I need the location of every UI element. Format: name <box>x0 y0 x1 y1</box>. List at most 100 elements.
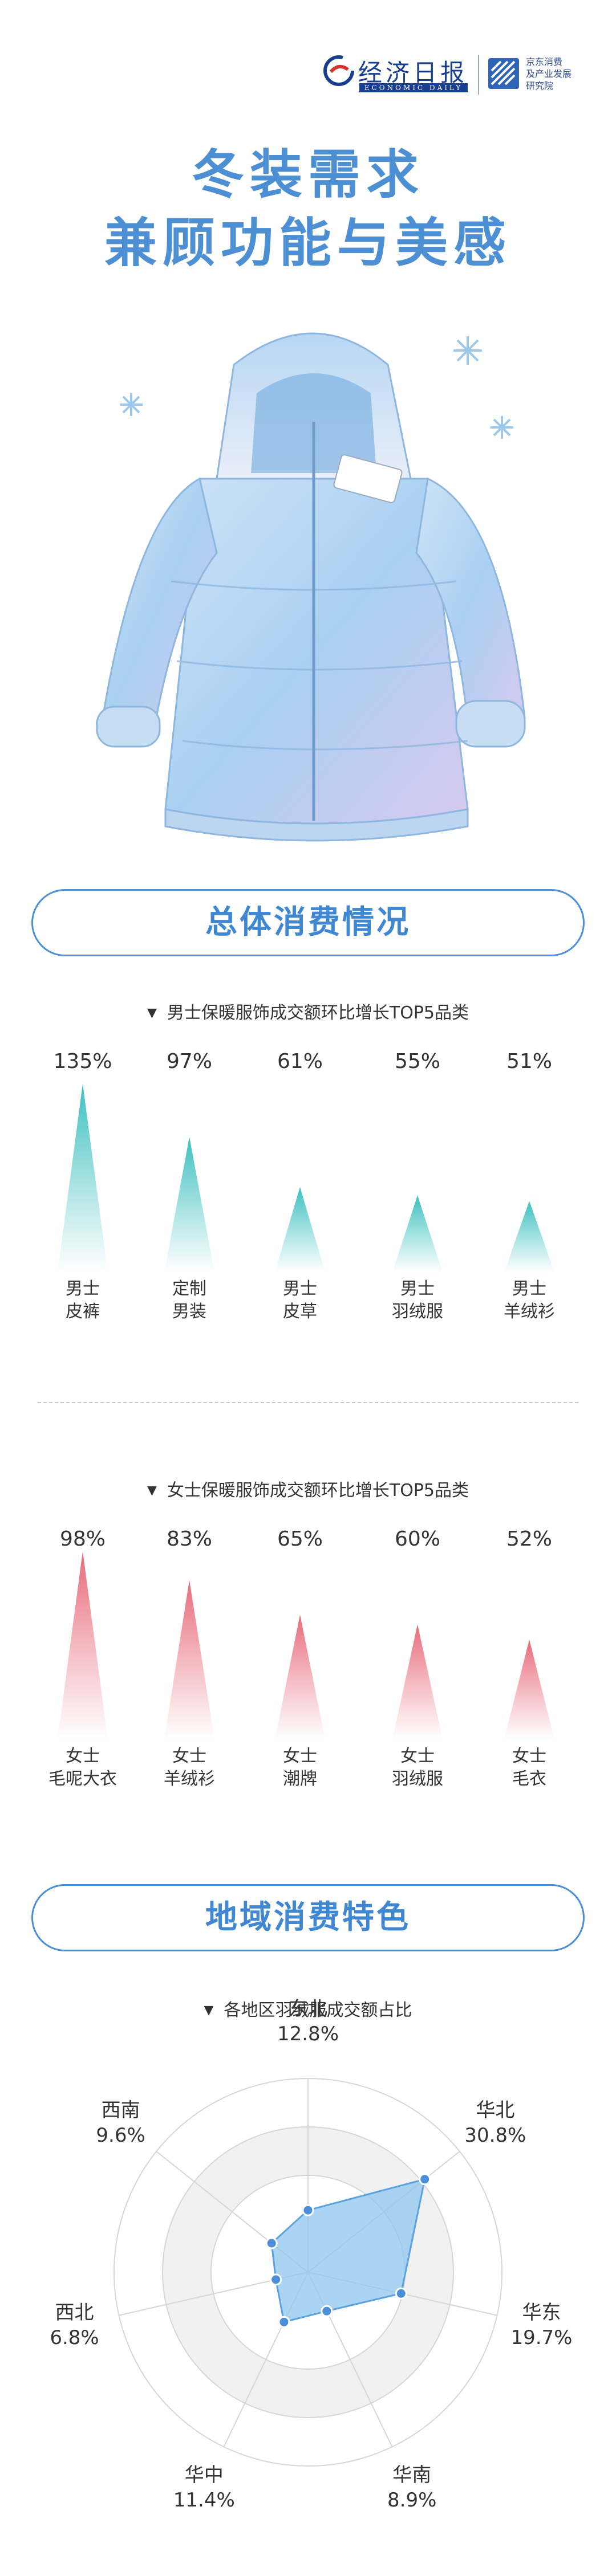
data-label-men-2: 61% <box>277 1050 323 1073</box>
category-line: 男装 <box>172 1302 206 1322</box>
triangle-bar-women-1 <box>164 1580 214 1739</box>
data-label-women-3: 60% <box>394 1527 440 1551</box>
page-title-line-1: 冬装需求 <box>191 144 424 205</box>
page-title-line-2: 兼顾功能与美感 <box>104 213 512 274</box>
chart-title-women-text: 女士保暖服饰成交额环比增长TOP5品类 <box>167 1481 469 1501</box>
radar-category: 华北 <box>476 2099 515 2122</box>
category-line: 羊绒衫 <box>504 1302 555 1322</box>
radar-label-5: 西北 6.8% <box>18 2300 132 2350</box>
category-line: 女士 <box>283 1746 317 1766</box>
radar-category: 华南 <box>392 2464 432 2487</box>
puffer-jacket-illustration <box>96 332 526 842</box>
radar-category: 东北 <box>289 1998 327 2020</box>
jd-institute-logo-icon <box>488 58 519 89</box>
radar-category: 华中 <box>184 2464 224 2487</box>
radar-category: 西北 <box>55 2301 94 2325</box>
data-label-men-0: 135% <box>53 1050 112 1073</box>
category-label-men-4: 男士 羊绒衫 <box>478 1278 581 1323</box>
category-line: 皮裤 <box>66 1302 100 1322</box>
radar-value: 6.8% <box>50 2326 99 2350</box>
category-label-men-1: 定制 男装 <box>138 1278 241 1323</box>
radar-value: 30.8% <box>464 2124 526 2147</box>
data-label-women-0: 98% <box>59 1527 106 1551</box>
category-line: 男士 <box>66 1279 100 1299</box>
data-label-men-3: 55% <box>394 1050 440 1073</box>
category-line: 女士 <box>512 1746 546 1766</box>
chart-title-regional: ▼ 各地区羽绒服成交额占比 <box>0 1996 616 2021</box>
category-label-women-2: 女士 潮牌 <box>249 1745 351 1791</box>
category-line: 毛衣 <box>512 1769 546 1789</box>
category-line: 女士 <box>66 1746 100 1766</box>
category-line: 男士 <box>512 1279 546 1299</box>
radar-label-3: 华南 8.9% <box>355 2463 469 2513</box>
radar-point-0 <box>302 2204 314 2216</box>
data-label-women-1: 83% <box>166 1527 212 1551</box>
radar-category: 西南 <box>101 2099 140 2122</box>
radar-value: 19.7% <box>510 2326 573 2350</box>
data-label-men-1: 97% <box>166 1050 212 1073</box>
data-label-women-4: 52% <box>506 1527 552 1551</box>
radar-category: 华东 <box>522 2301 561 2325</box>
triangle-bar-women-4 <box>504 1639 554 1739</box>
section-divider <box>38 1402 578 1403</box>
radar-value: 9.6% <box>96 2124 145 2147</box>
radar-label-2: 华东 19.7% <box>484 2300 598 2350</box>
triangle-marker-icon: ▼ <box>147 1006 157 1020</box>
category-line: 羊绒衫 <box>164 1769 215 1789</box>
category-label-men-2: 男士 皮草 <box>249 1278 351 1323</box>
radar-value: 8.9% <box>387 2489 437 2512</box>
radar-label-6: 西南 9.6% <box>64 2098 178 2148</box>
category-label-women-4: 女士 毛衣 <box>478 1745 581 1791</box>
category-line: 女士 <box>400 1746 435 1766</box>
radar-label-4: 华中 11.4% <box>147 2463 261 2513</box>
logo-divider <box>478 55 479 95</box>
category-line: 男士 <box>400 1279 435 1299</box>
snowflake-icon <box>120 336 513 439</box>
category-line: 潮牌 <box>283 1769 317 1789</box>
data-label-men-4: 51% <box>506 1050 552 1073</box>
radar-value: 11.4% <box>173 2489 235 2512</box>
radar-point-1 <box>419 2173 431 2186</box>
radar-chart-regional <box>114 2078 502 2467</box>
triangle-bar-men-4 <box>504 1201 554 1272</box>
category-label-women-3: 女士 羽绒服 <box>366 1745 469 1791</box>
triangle-bar-women-3 <box>392 1624 443 1739</box>
paper-subtitle: ECONOMIC DAILY <box>359 83 468 92</box>
radar-point-5 <box>270 2273 282 2286</box>
category-line: 定制 <box>172 1279 206 1299</box>
triangle-bar-men-3 <box>392 1195 443 1272</box>
economic-daily-logo-icon <box>323 55 354 86</box>
triangle-bar-men-2 <box>275 1187 325 1272</box>
data-label-women-2: 65% <box>277 1527 323 1551</box>
paper-name: 经济日报 <box>358 59 468 87</box>
triangle-marker-icon: ▼ <box>204 2003 214 2017</box>
chart-title-men-text: 男士保暖服饰成交额环比增长TOP5品类 <box>167 1003 469 1023</box>
category-line: 女士 <box>172 1746 206 1766</box>
jd-institute-name: 京东消费 及产业发展 研究院 <box>526 56 600 92</box>
category-line: 皮草 <box>283 1302 317 1322</box>
triangle-bar-women-2 <box>275 1615 325 1739</box>
radar-point-2 <box>395 2287 407 2300</box>
jd-line-1: 京东消费 <box>526 56 563 67</box>
jd-line-3: 研究院 <box>526 80 554 91</box>
section-header-regional: 地域消费特色 <box>31 1884 585 1951</box>
category-line: 毛呢大衣 <box>48 1769 117 1789</box>
puffer-jacket-icon <box>96 332 526 842</box>
jd-line-2: 及产业发展 <box>526 68 572 79</box>
category-label-men-3: 男士 羽绒服 <box>366 1278 469 1323</box>
chart-title-men: ▼ 男士保暖服饰成交额环比增长TOP5品类 <box>0 998 616 1024</box>
triangle-marker-icon: ▼ <box>147 1483 157 1498</box>
section-header-overall: 总体消费情况 <box>31 889 585 956</box>
category-line: 男士 <box>283 1279 317 1299</box>
triangle-bar-men-0 <box>58 1084 108 1272</box>
radar-value: 12.8% <box>277 2023 339 2045</box>
chart-title-women: ▼ 女士保暖服饰成交额环比增长TOP5品类 <box>0 1476 616 1501</box>
category-label-women-0: 女士 毛呢大衣 <box>31 1745 134 1791</box>
radar-label-0: 东北 12.8% <box>251 1996 365 2047</box>
radar-point-6 <box>265 2237 278 2249</box>
category-label-men-0: 男士 皮裤 <box>31 1278 134 1323</box>
category-line: 羽绒服 <box>392 1302 443 1322</box>
category-line: 羽绒服 <box>392 1769 443 1789</box>
